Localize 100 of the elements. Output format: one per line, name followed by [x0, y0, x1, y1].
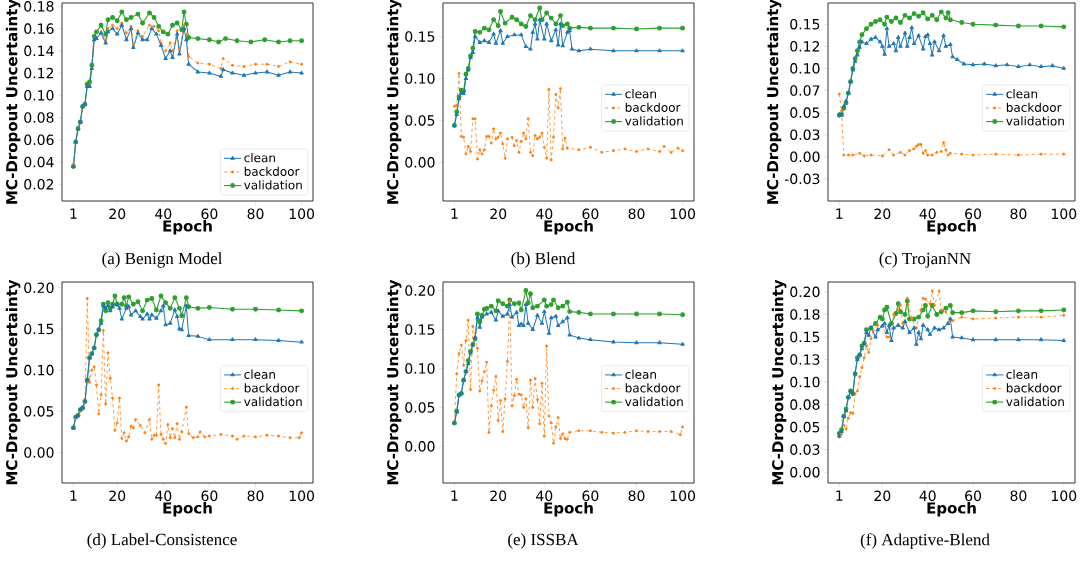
y-tick-label: 0.05 [790, 107, 820, 118]
y-tick-label: 0.05 [24, 406, 54, 417]
y-tick-label: 0.00 [405, 157, 435, 168]
y-tick-label: 0.02 [24, 179, 54, 190]
y-tick-label: 0.20 [405, 285, 435, 296]
legend-label: backdoor [1006, 383, 1062, 393]
x-tick-label: 1 [451, 208, 458, 219]
x-tick-label: 100 [670, 490, 696, 502]
legend-label: clean [625, 89, 656, 99]
legend-label: validation [244, 396, 302, 407]
y-tick-label: -0.03 [784, 173, 820, 185]
y-tick-label: 0.10 [405, 73, 435, 84]
y-tick-label: 0.16 [24, 23, 54, 34]
y-tick-label: 0.18 [790, 309, 820, 320]
y-tick-label: 0.15 [24, 323, 54, 335]
legend-label: clean [625, 369, 656, 379]
y-tick-label: 0.00 [790, 466, 820, 478]
legend-label: validation [244, 180, 302, 190]
y-tick-label: 0.12 [24, 67, 54, 79]
y-axis-title: MC-Dropout Uncertainty [766, 0, 782, 204]
y-tick-label: 0.05 [405, 402, 435, 413]
x-tick-label: 40 [919, 208, 936, 220]
text: (d) Label-Consistence [87, 533, 237, 549]
y-tick-label: 0.10 [405, 363, 435, 374]
x-axis-title: Epoch [544, 220, 593, 235]
legend-label: clean [244, 153, 275, 163]
y-tick-label: 0.15 [405, 324, 435, 335]
y-axis-title: MC-Dropout Uncertainty [5, 279, 21, 485]
x-tick-label: 1 [70, 490, 77, 501]
y-tick-label: 0.18 [24, 1, 54, 12]
x-tick-label: 100 [1051, 208, 1077, 220]
x-tick-label: 80 [628, 490, 645, 502]
x-tick-label: 20 [490, 208, 507, 220]
x-tick-label: 40 [155, 208, 172, 220]
text: (c) TrojanNN [879, 252, 971, 268]
y-tick-label: 0.10 [24, 364, 54, 376]
x-tick-label: 40 [536, 208, 553, 220]
y-tick-label: 0.15 [790, 331, 820, 343]
x-tick-label: 80 [1010, 490, 1027, 502]
x-axis-title: Epoch [927, 220, 976, 235]
y-tick-label: 0.20 [790, 286, 820, 298]
y-tick-label: 0.04 [24, 156, 54, 168]
x-tick-label: 20 [109, 208, 126, 220]
x-tick-label: 80 [247, 208, 264, 220]
x-tick-label: 100 [289, 208, 315, 220]
x-tick-label: 1 [836, 490, 843, 501]
y-tick-label: 0.10 [24, 90, 54, 101]
text: (a) Benign Model [102, 252, 223, 268]
x-axis-title: Epoch [163, 220, 212, 235]
x-tick-label: 60 [201, 490, 218, 502]
legend-label: backdoor [244, 166, 300, 176]
x-tick-label: 100 [1051, 490, 1077, 502]
y-tick-label: 0.08 [790, 399, 820, 410]
y-tick-label: 0.05 [405, 115, 435, 126]
x-tick-label: 60 [965, 208, 982, 220]
y-axis-title: MC-Dropout Uncertainty [771, 279, 787, 485]
text: (e) ISSBA [508, 533, 579, 549]
x-tick-label: 80 [247, 490, 264, 502]
x-tick-label: 60 [201, 208, 218, 220]
y-axis-title: MC-Dropout Uncertainty [386, 0, 402, 204]
legend-label: clean [1006, 369, 1038, 379]
y-tick-label: 0.10 [790, 376, 820, 388]
y-axis-title: MC-Dropout Uncertainty [386, 279, 402, 485]
y-tick-label: 0.05 [790, 421, 820, 433]
x-tick-label: 40 [155, 490, 172, 502]
x-tick-label: 1 [70, 208, 77, 219]
legend-label: backdoor [244, 383, 300, 393]
y-tick-label: 0.07 [790, 85, 820, 96]
text: (f) Adaptive-Blend [860, 533, 990, 549]
x-tick-label: 20 [109, 490, 126, 502]
x-axis-title: Epoch [927, 502, 976, 517]
x-tick-label: 60 [965, 490, 982, 502]
y-tick-label: 0.15 [405, 31, 435, 42]
x-axis-title: Epoch [163, 502, 212, 517]
legend-label: validation [1006, 396, 1064, 407]
y-tick-label: 0.20 [24, 282, 54, 294]
y-tick-label: 0.14 [24, 45, 54, 57]
y-tick-label: 0.15 [790, 18, 820, 30]
x-tick-label: 20 [490, 490, 507, 502]
y-tick-label: 0.12 [790, 41, 820, 52]
y-tick-label: 0.08 [24, 112, 54, 123]
x-tick-label: 100 [670, 208, 696, 220]
legend-label: validation [625, 396, 683, 407]
x-tick-label: 60 [582, 208, 599, 220]
x-tick-label: 20 [874, 490, 891, 502]
x-tick-label: 60 [582, 490, 599, 502]
legend-label: validation [1006, 116, 1064, 126]
y-tick-label: 0.13 [790, 354, 820, 365]
x-tick-label: 20 [874, 208, 891, 220]
x-tick-label: 80 [628, 208, 645, 220]
x-tick-label: 1 [836, 208, 843, 219]
text: (b) Blend [511, 252, 576, 268]
x-tick-label: 100 [289, 490, 315, 502]
legend-label: backdoor [625, 102, 681, 112]
x-tick-label: 80 [1010, 208, 1027, 220]
x-tick-label: 40 [536, 490, 553, 502]
legend-label: validation [625, 116, 683, 126]
x-tick-label: 1 [451, 490, 458, 501]
legend-label: clean [1006, 89, 1038, 99]
y-tick-label: 0.00 [405, 441, 435, 452]
